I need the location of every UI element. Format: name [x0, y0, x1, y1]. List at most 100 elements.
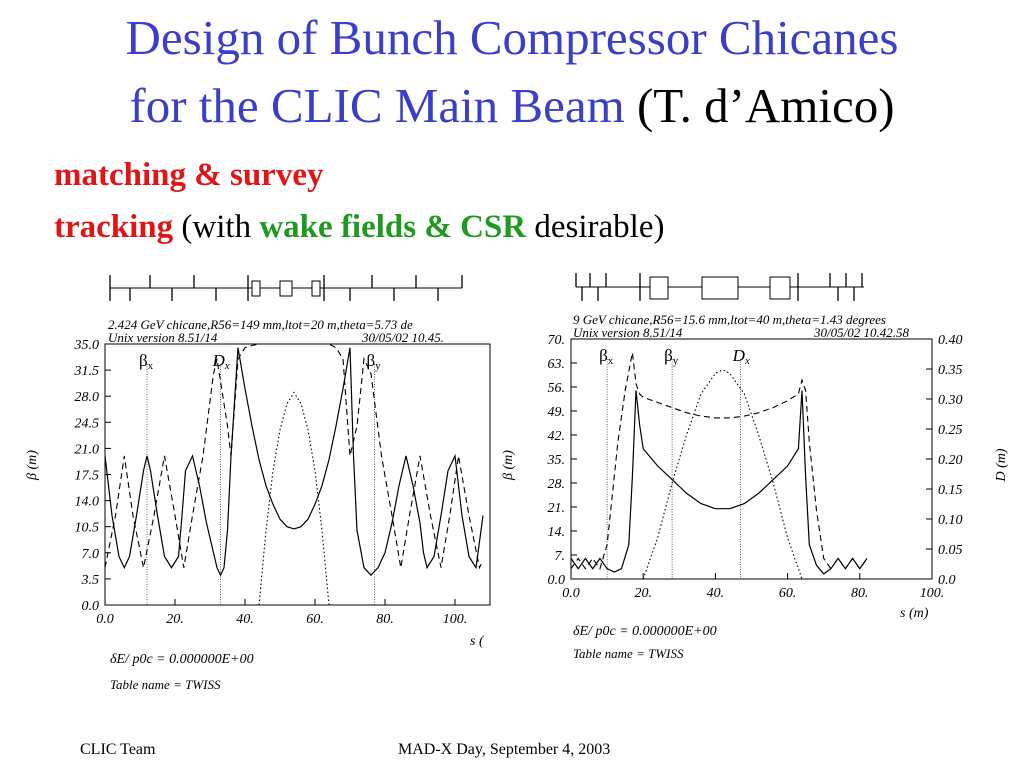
y-tick-label: 10.5: [75, 521, 100, 536]
y-tick-label: 14.: [548, 525, 566, 540]
footer-line2-right: Table name = TWISS: [573, 646, 684, 661]
y2-tick-label: 0.0: [938, 573, 956, 588]
header-line1-left: 2.424 GeV chicane,R56=149 mm,ltot=20 m,t…: [108, 317, 413, 332]
footer-event: MAD-X Day, September 4, 2003: [398, 741, 611, 758]
curve-labels-left: βx Dx βy: [139, 351, 381, 605]
y2-tick-label: 0.40: [938, 333, 963, 348]
y-tick-label: 70.: [548, 333, 566, 348]
dipole-box: [251, 280, 261, 297]
y-tick-label: 0.0: [548, 573, 566, 588]
y2-tick-label: 0.05: [938, 543, 963, 558]
curve-label: βy: [367, 351, 382, 372]
x-tick-label: 40.: [236, 612, 254, 627]
bullet-wake-fields: wake fields & CSR: [259, 209, 527, 245]
axes-ticks-left: 0.0 20. 40. 60. 80. 100. 0.0 3.5 7.0 10.5 14.0 17.5…: [74, 338, 468, 627]
y-tick-label: 14.0: [75, 495, 100, 510]
y-tick-label: 7.0: [82, 547, 100, 562]
dipole-box: [311, 280, 321, 297]
footer-line1-right: δE/ p0c = 0.000000E+00: [573, 624, 717, 639]
header-line2-right-text: 30/05/02 10.45.: [361, 330, 444, 345]
series-solid-line: [570, 390, 868, 575]
lattice-schematic-right: [575, 273, 864, 301]
y2-tick-label: 0.10: [938, 513, 963, 528]
x-tick-label: 20.: [634, 586, 652, 601]
bullet-tracking-word: tracking: [54, 209, 174, 245]
y-tick-label: 17.5: [75, 469, 100, 484]
header-line2-right-right: 30/05/02 10.42.58: [813, 325, 909, 340]
y-tick-label: 24.5: [75, 416, 100, 431]
y-tick-label: 28.0: [75, 390, 100, 405]
curve-label: Dx: [212, 351, 230, 372]
dipole-box: [649, 276, 669, 300]
x-tick-label: 100.: [920, 586, 945, 601]
series-solid-line: [104, 347, 484, 577]
curve-label: βx: [599, 346, 614, 367]
y2-tick-label: 0.20: [938, 453, 963, 468]
y2-tick-label: 0.15: [938, 483, 963, 498]
bullet-matching: matching & survey: [54, 157, 324, 193]
axes-ticks-right: 0.0 20. 40. 60. 80. 100.0.07.14.21.28.35.42.4…: [547, 333, 963, 601]
curve-label: Dx: [732, 346, 750, 367]
x-tick-label: 0.0: [562, 586, 580, 601]
dipole-box: [701, 276, 739, 300]
y-tick-label: 49.: [548, 405, 566, 420]
y-tick-label: 56.: [548, 381, 566, 396]
y-axis-label-left: β (m): [25, 450, 40, 481]
curve-labels-right: βx βy Dx: [599, 346, 750, 579]
curve-label: βx: [139, 351, 154, 372]
y-tick-label: 0.0: [82, 599, 100, 614]
title-main: for the CLIC Main Beam: [129, 78, 625, 133]
x-tick-label: 80.: [376, 612, 394, 627]
y-tick-label: 31.5: [74, 364, 100, 379]
footer-team: CLIC Team: [80, 741, 156, 758]
y-tick-label: 7.: [555, 549, 566, 564]
plot-frame-left: [104, 343, 491, 606]
series-dotted-line: [258, 391, 330, 606]
y-tick-label: 28.: [548, 477, 566, 492]
header-line1-right: 9 GeV chicane,R56=15.6 mm,ltot=40 m,thet…: [573, 312, 886, 327]
y2-tick-label: 0.30: [938, 393, 963, 408]
x-tick-label: 60.: [779, 586, 797, 601]
bullet-with-text: (with: [181, 209, 252, 245]
bullet-tracking: tracking (with wake fields & CSR desirab…: [54, 208, 664, 246]
dipole-box: [279, 280, 293, 297]
lattice-schematic-left: [109, 275, 463, 301]
bullet-desirable-text: desirable): [534, 209, 665, 245]
slide-title-line2: for the CLIC Main Beam (T. d’Amico): [0, 78, 1024, 134]
dipole-box: [769, 276, 791, 300]
x-tick-label: 40.: [707, 586, 725, 601]
series-dashed-line: [104, 343, 484, 570]
slide-title-line1: Design of Bunch Compressor Chicanes: [125, 10, 899, 65]
x-tick-label: 100.: [443, 612, 468, 627]
footer-line1-left: δE/ p0c = 0.000000E+00: [110, 652, 254, 667]
y-axis-label-right: β (m): [501, 450, 516, 481]
y2-tick-label: 0.35: [938, 363, 963, 378]
series-dashed-line: [570, 352, 868, 570]
series-dotted-line: [642, 369, 803, 580]
x-axis-label-right: s (m): [900, 606, 929, 621]
y2-axis-label-right: D (m): [994, 448, 1009, 482]
series-right: [570, 352, 868, 580]
y-tick-label: 42.: [548, 429, 566, 444]
x-tick-label: 0.0: [96, 612, 114, 627]
y-tick-label: 63.: [548, 357, 566, 372]
header-line2-right-left: Unix version 8.51/14: [573, 325, 683, 340]
y2-tick-label: 0.25: [938, 423, 963, 438]
y-tick-label: 21.0: [75, 442, 100, 457]
footer-line2-left: Table name = TWISS: [110, 677, 221, 692]
plot-frame-right: [570, 338, 933, 580]
optics-plot-left: 2.424 GeV chicane,R56=149 mm,ltot=20 m,t…: [25, 275, 491, 692]
x-tick-label: 80.: [851, 586, 869, 601]
y-tick-label: 21.: [548, 501, 566, 516]
header-line2-left-text: Unix version 8.51/14: [108, 330, 218, 345]
x-tick-label: 20.: [166, 612, 184, 627]
curve-label: βy: [664, 346, 679, 367]
series-left: [104, 343, 484, 606]
y-tick-label: 3.5: [81, 573, 100, 588]
optics-plot-right: 9 GeV chicane,R56=15.6 mm,ltot=40 m,thet…: [501, 273, 1009, 661]
title-author: (T. d’Amico): [636, 78, 895, 133]
y-tick-label: 35.: [547, 453, 566, 468]
x-tick-label: 60.: [306, 612, 324, 627]
x-axis-label-left: s (: [470, 634, 485, 649]
y-tick-label: 35.0: [74, 338, 100, 353]
